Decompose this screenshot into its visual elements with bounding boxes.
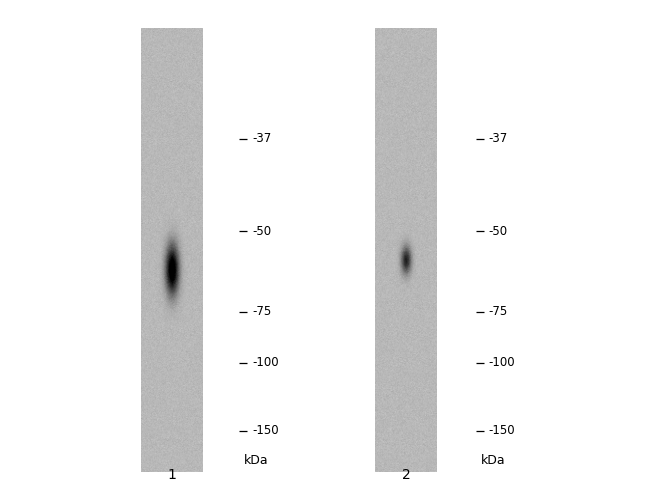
Text: -50: -50 [252,225,271,238]
Text: kDa: kDa [481,454,506,467]
Text: -75: -75 [489,305,508,318]
Text: -150: -150 [489,425,515,437]
Text: -50: -50 [489,225,508,238]
Text: -37: -37 [489,132,508,145]
Text: -100: -100 [489,356,515,369]
Text: -150: -150 [252,425,279,437]
Text: -75: -75 [252,305,272,318]
Text: 2: 2 [402,468,411,482]
Text: -37: -37 [252,132,272,145]
Text: 1: 1 [168,468,177,482]
Text: -100: -100 [252,356,279,369]
Text: kDa: kDa [244,454,268,467]
